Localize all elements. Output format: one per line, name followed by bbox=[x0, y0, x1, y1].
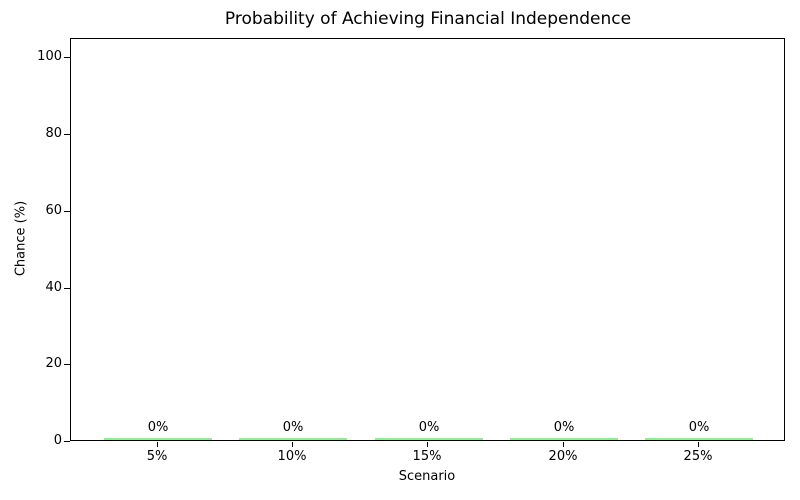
bar-value-label: 0% bbox=[147, 420, 169, 435]
plot-area: 0% 0% 0% 0% 0% bbox=[70, 38, 785, 441]
x-tick-mark bbox=[563, 442, 564, 447]
y-tick-mark bbox=[64, 441, 70, 442]
bar-value-label: 0% bbox=[688, 420, 710, 435]
y-tick-label: 40 bbox=[45, 280, 62, 295]
bar-value-label: 0% bbox=[282, 420, 304, 435]
x-tick-label: 5% bbox=[146, 449, 168, 464]
y-tick-mark bbox=[64, 288, 70, 289]
y-axis-label: Chance (%) bbox=[13, 200, 29, 277]
bar-value-label: 0% bbox=[418, 420, 440, 435]
bar-25pct bbox=[645, 438, 753, 440]
y-tick-mark bbox=[64, 134, 70, 135]
x-tick-mark bbox=[698, 442, 699, 447]
bar-value-label: 0% bbox=[553, 420, 575, 435]
x-axis-label: Scenario bbox=[398, 469, 456, 484]
x-tick-mark bbox=[427, 442, 428, 447]
y-tick-label: 60 bbox=[45, 203, 62, 218]
bar-15pct bbox=[375, 438, 483, 440]
x-tick-mark bbox=[292, 442, 293, 447]
x-tick-label: 25% bbox=[683, 449, 713, 464]
bar-5pct bbox=[104, 438, 212, 440]
chart-title: Probability of Achieving Financial Indep… bbox=[224, 9, 632, 29]
x-tick-label: 15% bbox=[412, 449, 442, 464]
x-tick-mark bbox=[157, 442, 158, 447]
bar-10pct bbox=[239, 438, 347, 440]
y-tick-mark bbox=[64, 211, 70, 212]
bar-20pct bbox=[510, 438, 618, 440]
x-tick-label: 10% bbox=[277, 449, 307, 464]
y-tick-label: 20 bbox=[45, 356, 62, 371]
y-tick-label: 100 bbox=[37, 49, 62, 64]
y-tick-label: 0 bbox=[53, 433, 62, 448]
y-tick-mark bbox=[64, 57, 70, 58]
y-tick-label: 80 bbox=[45, 126, 62, 141]
y-tick-mark bbox=[64, 364, 70, 365]
x-tick-label: 20% bbox=[548, 449, 578, 464]
